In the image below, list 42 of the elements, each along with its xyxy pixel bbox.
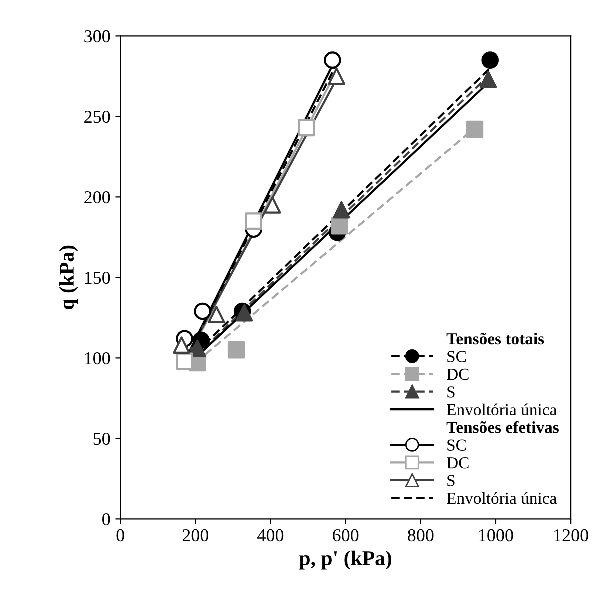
y-tick-label: 200 — [84, 191, 110, 204]
legend-label: SC — [448, 351, 466, 362]
point — [264, 196, 282, 214]
legend-label: S — [448, 475, 455, 486]
y-tick-label: 250 — [84, 110, 110, 124]
annotation: Tensões totais — [446, 332, 544, 345]
point — [298, 119, 316, 137]
x-tick-label: 400 — [258, 529, 284, 542]
point — [482, 52, 499, 69]
y-tick-label: 300 — [84, 30, 110, 43]
y-tick-label: 0 — [102, 513, 110, 526]
point — [173, 336, 190, 354]
point — [228, 341, 246, 359]
point — [324, 52, 342, 69]
point — [245, 212, 263, 230]
y-axis-title: q (kPa) — [59, 246, 78, 310]
legend-label: DC — [447, 368, 469, 380]
point — [176, 352, 194, 370]
annotation: Tensões efetivas — [446, 421, 559, 434]
x-tick-label: 200 — [182, 529, 209, 542]
point — [208, 306, 226, 324]
x-tick-label: 1000 — [480, 529, 514, 542]
point — [333, 201, 350, 219]
point — [331, 218, 348, 235]
legend-label: SC — [448, 440, 466, 451]
y-tick-label: 100 — [85, 352, 110, 365]
legend-label: S — [448, 386, 455, 398]
x-tick-label: 0 — [116, 529, 124, 542]
legend-label: DC — [447, 458, 469, 469]
x-tick-label: 600 — [333, 529, 359, 542]
x-axis-title: p, p' (kPa) — [299, 550, 392, 570]
x-tick-label: 800 — [408, 529, 434, 542]
legend-label: Envoltória única — [447, 404, 557, 416]
legend-label: Envoltória única — [447, 492, 557, 504]
y-tick-label: 150 — [85, 272, 110, 284]
y-tick-label: 50 — [94, 432, 110, 446]
point — [328, 68, 346, 86]
point — [466, 120, 484, 138]
point — [480, 71, 498, 88]
point — [194, 302, 212, 320]
point — [188, 340, 206, 358]
x-tick-label: 1200 — [554, 529, 588, 542]
